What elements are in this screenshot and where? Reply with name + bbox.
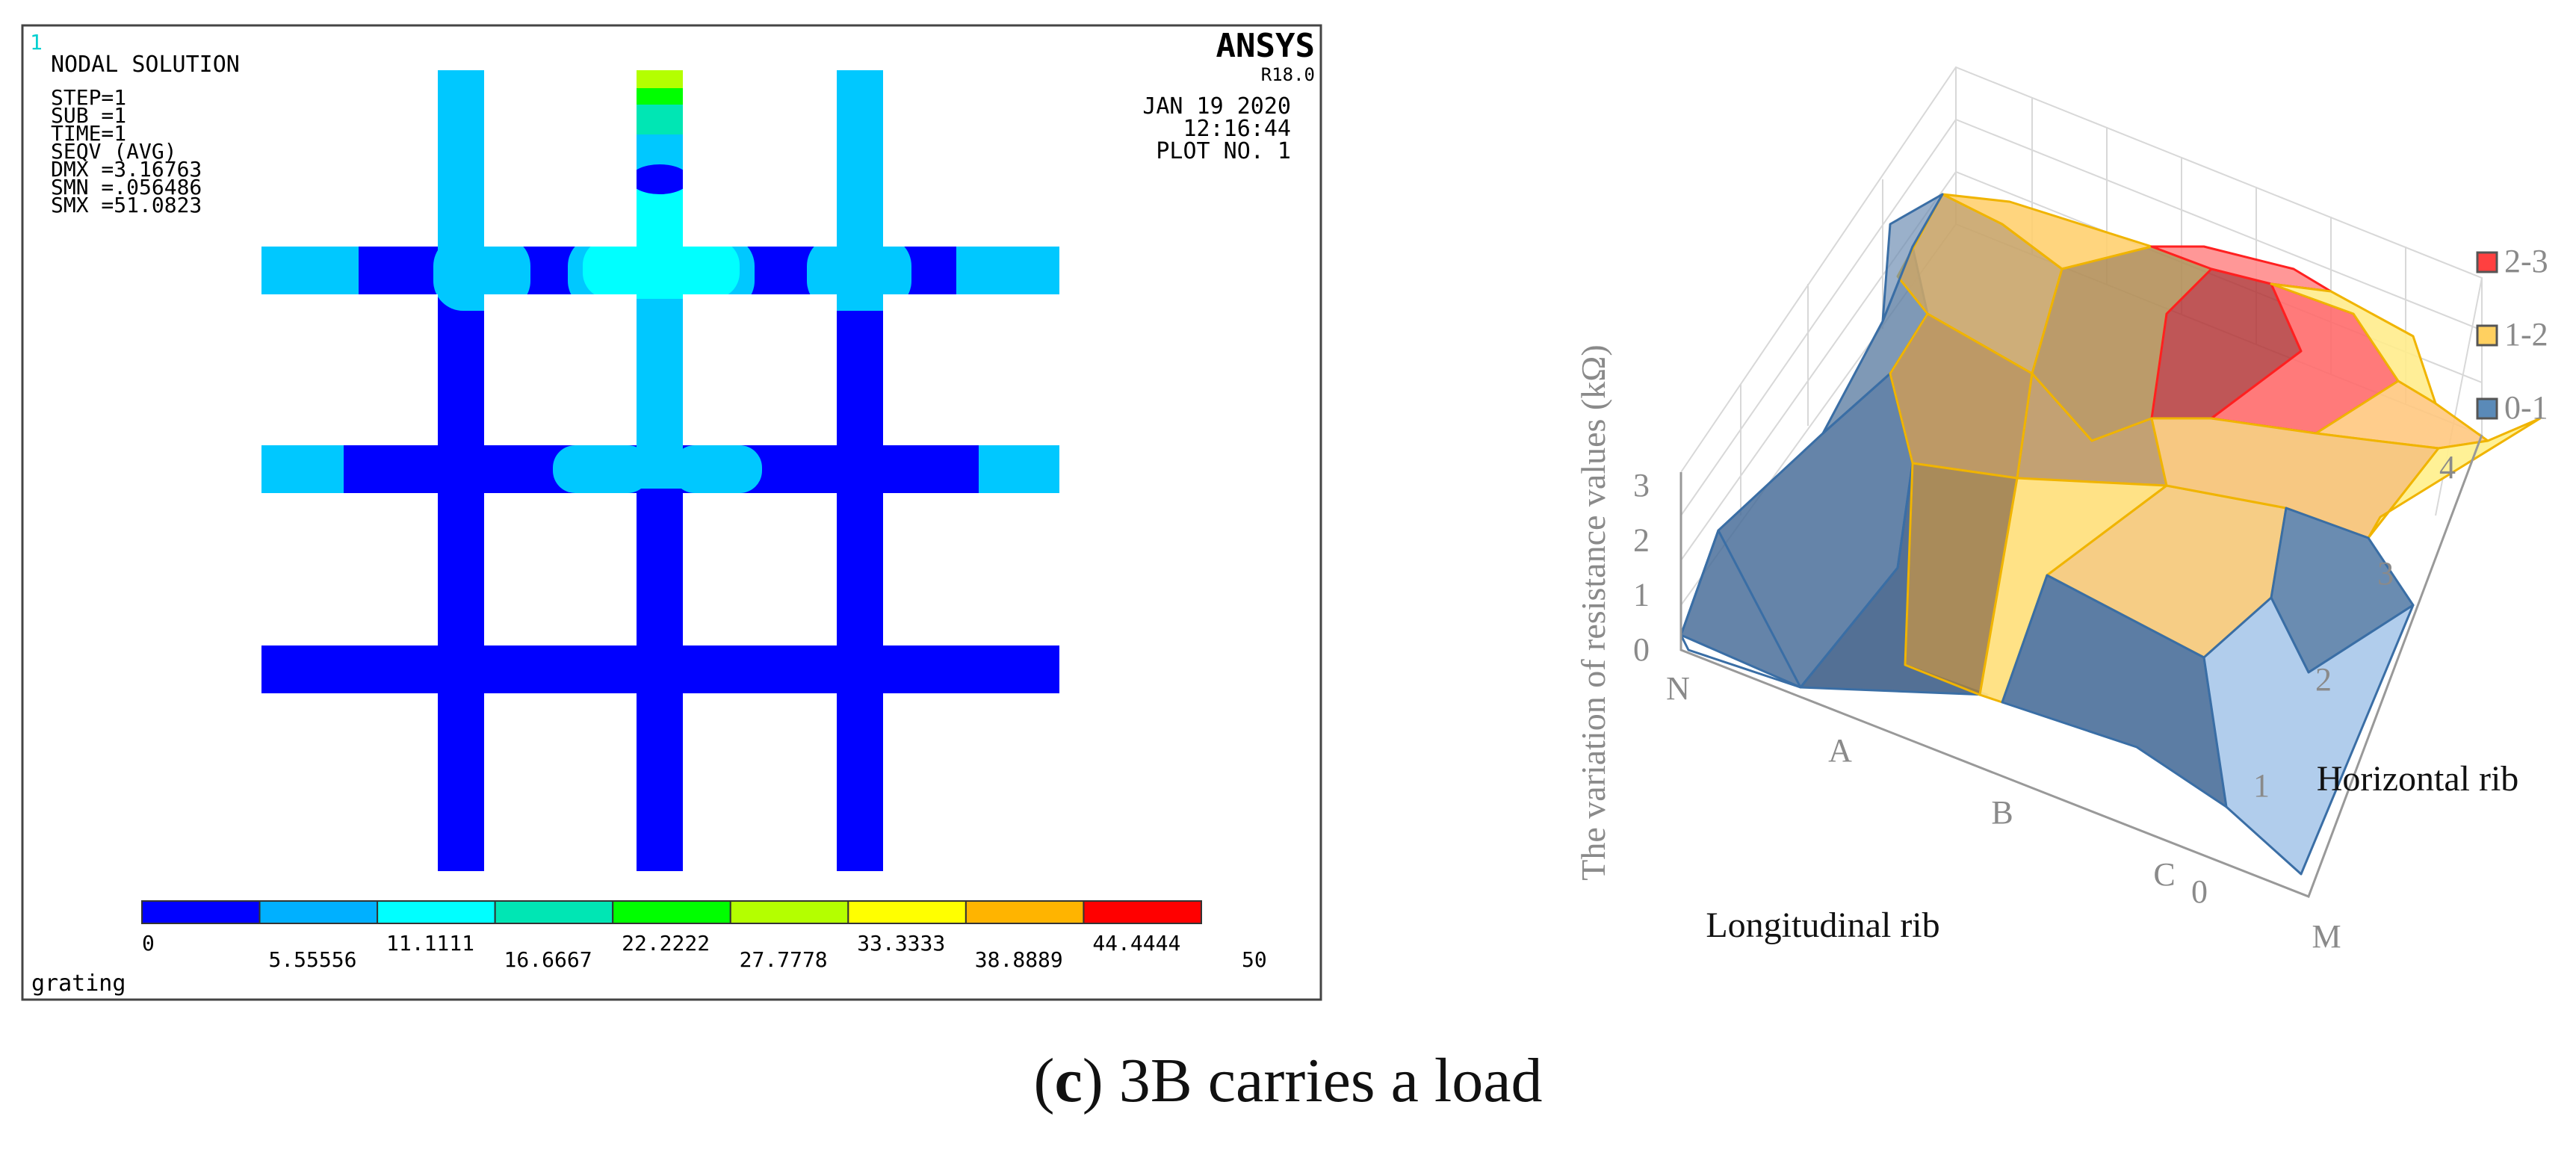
plot-time: 12:16:44 xyxy=(1183,116,1292,142)
window-number: 1 xyxy=(30,30,43,55)
surface-legend: 2-3 1-2 0-1 xyxy=(2476,243,2548,426)
legend-swatch xyxy=(2476,397,2498,420)
header-line: SUB =1 xyxy=(51,103,126,128)
legend-tick-label: 44.4444 xyxy=(1092,931,1180,956)
legend-tick-label: 27.7778 xyxy=(740,947,828,972)
contour-band-i xyxy=(979,445,1059,493)
surface-patch-h0 xyxy=(2202,596,2415,876)
legend-swatch xyxy=(1083,900,1203,924)
horizontal-tick-label: 4 xyxy=(2439,449,2456,486)
legend-tick-label: 5.55556 xyxy=(268,947,356,972)
ansys-logo: ANSYS xyxy=(1216,27,1315,65)
caption-text: ) 3B carries a load xyxy=(1082,1046,1543,1115)
ansys-color-legend: 0 5.55556 11.1111 16.6667 22.2222 27.7778 33.3… xyxy=(141,900,1267,972)
horizontal-axis-ticks: 0 1 2 3 4 xyxy=(2191,449,2456,910)
legend-swatch xyxy=(965,900,1085,924)
z-tick-label: 0 xyxy=(1633,631,1650,668)
header-line: STEP=1 xyxy=(51,85,126,110)
contour-band-h xyxy=(672,445,762,493)
surface-patch-back xyxy=(1881,193,1944,323)
longitudinal-axis-ticks: N A B C M xyxy=(1666,670,2341,955)
header-line: DMX =3.16763 xyxy=(51,157,202,182)
contour-band-d xyxy=(807,236,911,311)
legend-tick-label: 16.6667 xyxy=(504,947,592,972)
longitudinal-tick-label: C xyxy=(2153,856,2175,893)
header-line: SEQV (AVG) xyxy=(51,139,177,164)
contour-band-b xyxy=(433,236,530,311)
surface-edge xyxy=(1679,529,1802,689)
header-line: SMN =.056486 xyxy=(51,175,202,199)
z-tick-label: 3 xyxy=(1633,467,1650,504)
header-line: TIME=1 xyxy=(51,121,126,146)
contour-band-g xyxy=(553,445,650,493)
contour-blob xyxy=(630,164,690,194)
contour-band-f xyxy=(261,445,344,493)
longitudinal-axis-title: Longitudinal rib xyxy=(1706,905,1939,945)
legend-label: 2-3 xyxy=(2504,243,2548,279)
plot-date: JAN 19 2020 xyxy=(1142,93,1291,120)
legend-swatch xyxy=(2476,324,2498,347)
z-tick-label: 2 xyxy=(1633,521,1650,558)
legend-tick-label: 50 xyxy=(1242,947,1267,972)
longitudinal-tick-label: M xyxy=(2312,918,2341,955)
legend-tick-label: 0 xyxy=(142,931,155,956)
legend-tick-label: 33.3333 xyxy=(857,931,945,956)
model-name: grating xyxy=(31,970,126,997)
z-tick-label: 1 xyxy=(1633,577,1650,613)
surface-mesh xyxy=(1679,193,2542,876)
legend-swatch xyxy=(141,900,261,924)
legend-swatch xyxy=(729,900,849,924)
legend-tick-label: 22.2222 xyxy=(622,931,710,956)
header-line: SMX =51.0823 xyxy=(51,193,202,217)
contour-band-e xyxy=(956,247,1059,294)
z-axis-title: The variation of resistance values (kΩ) xyxy=(1574,344,1612,881)
contour-rib-top-left xyxy=(438,70,484,257)
longitudinal-tick-label: A xyxy=(1828,732,1852,769)
longitudinal-tick-label: N xyxy=(1666,670,1690,707)
legend-swatch xyxy=(847,900,967,924)
horizontal-axis-title: Horizontal rib xyxy=(2317,759,2519,799)
surface-panel: 0 1 2 3 N A B C M 0 1 2 3 4 The variation of resist… xyxy=(1574,66,2548,955)
caption-letter: c xyxy=(1054,1046,1083,1115)
contour-peak-low xyxy=(637,105,683,134)
legend-tick-label: 11.1111 xyxy=(386,931,474,956)
horizontal-tick-label: 2 xyxy=(2315,661,2332,698)
plot-title: NODAL SOLUTION xyxy=(51,52,240,78)
caption-open: ( xyxy=(1033,1046,1055,1115)
ansys-version: R18.0 xyxy=(1261,64,1315,85)
legend-swatch xyxy=(2476,251,2498,273)
contour-band-a xyxy=(261,247,359,294)
legend-label: 0-1 xyxy=(2504,389,2548,426)
horizontal-tick-label: 0 xyxy=(2191,873,2208,910)
horizontal-tick-label: 1 xyxy=(2253,767,2270,804)
plot-number: PLOT NO. 1 xyxy=(1156,138,1291,164)
legend-swatch xyxy=(612,900,731,924)
legend-swatch xyxy=(377,900,496,924)
longitudinal-tick-label: B xyxy=(1991,794,2013,831)
surface-axes xyxy=(1679,434,2483,898)
legend-label: 1-2 xyxy=(2504,316,2548,353)
figure-caption: (c) 3B carries a load xyxy=(0,1044,2576,1117)
horizontal-tick-label: 3 xyxy=(2377,555,2394,592)
contour-rib-top-right xyxy=(837,70,883,257)
legend-swatch xyxy=(258,900,379,924)
legend-swatch xyxy=(494,900,614,924)
legend-tick-label: 38.8889 xyxy=(975,947,1063,972)
z-axis-ticks: 0 1 2 3 xyxy=(1633,467,1650,668)
